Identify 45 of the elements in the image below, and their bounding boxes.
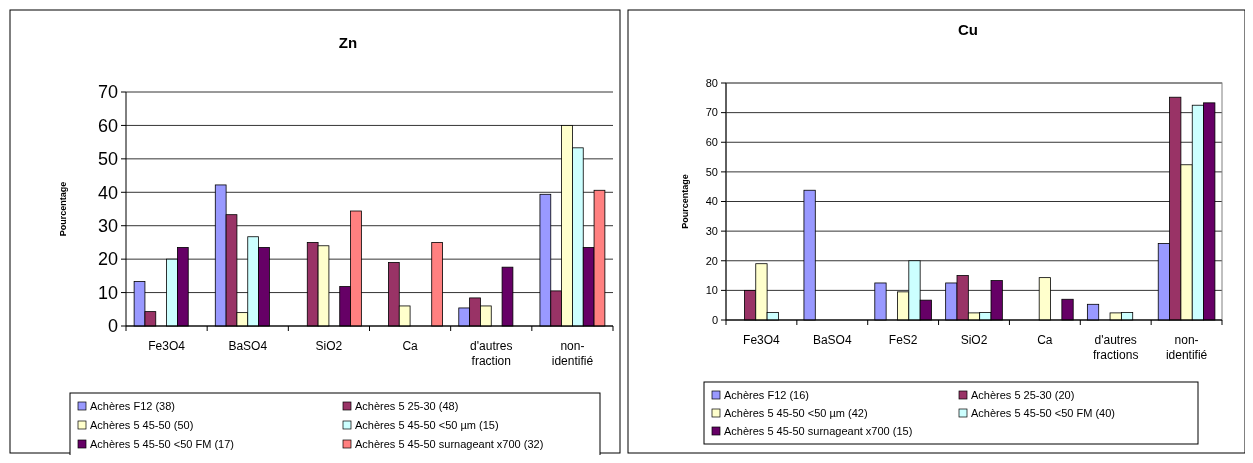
y-tick-label: 10 xyxy=(705,284,718,297)
x-tick-label: Ca xyxy=(402,339,419,353)
legend-label: Achères 5 45-50 <50 FM (17) xyxy=(90,437,234,450)
y-tick-label: 30 xyxy=(705,224,718,237)
y-tick-label: 60 xyxy=(705,136,718,149)
y-tick-label: 40 xyxy=(705,195,718,208)
y-tick-label: 0 xyxy=(711,313,718,326)
y-tick-label: 20 xyxy=(705,254,718,267)
x-tick-label: Ca xyxy=(1037,333,1053,347)
legend-label: Achères 5 45-50 <50 µm (15) xyxy=(355,418,499,431)
y-tick-label: 60 xyxy=(97,115,118,136)
legend-label: Achères 5 45-50 <50 FM (40) xyxy=(971,406,1115,419)
y-tick-label: 50 xyxy=(97,149,118,170)
y-tick-label: 50 xyxy=(705,165,718,178)
y-axis-title: Pourcentage xyxy=(58,181,68,237)
x-tick-label: non-identifié xyxy=(551,339,594,368)
x-tick-label: BaSO4 xyxy=(812,333,852,347)
y-tick-label: 20 xyxy=(97,249,118,270)
y-axis-title: Pourcentage xyxy=(680,174,690,229)
legend-label: Achères F12 (16) xyxy=(724,388,809,401)
x-tick-label: BaSO4 xyxy=(228,339,268,353)
x-tick-label: SiO2 xyxy=(960,333,988,347)
x-tick-label: d'autres fraction xyxy=(470,339,513,368)
chart-title: Zn xyxy=(338,34,358,51)
legend-label: Achères 5 45-50 surnageant x700 (32) xyxy=(355,437,544,450)
y-tick-label: 80 xyxy=(705,76,718,89)
x-tick-label: FeS2 xyxy=(888,333,918,347)
legend-label: Achères 5 45-50 surnageant x700 (15) xyxy=(724,424,913,437)
legend-label: Achères 5 45-50 <50 µm (42) xyxy=(724,406,868,419)
y-tick-label: 70 xyxy=(97,82,118,103)
y-tick-label: 0 xyxy=(107,316,118,337)
legend-label: Achères 5 25-30 (48) xyxy=(355,399,459,412)
x-tick-label: Fe3O4 xyxy=(148,339,186,353)
y-tick-label: 70 xyxy=(705,106,718,119)
legend-label: Achères 5 25-30 (20) xyxy=(971,388,1075,401)
legend-label: Achères 5 45-50 (50) xyxy=(90,418,194,431)
x-tick-label: Fe3O4 xyxy=(743,333,781,347)
y-tick-label: 30 xyxy=(97,216,118,237)
y-tick-label: 10 xyxy=(97,282,118,303)
legend-label: Achères F12 (38) xyxy=(90,399,175,412)
y-tick-label: 40 xyxy=(97,182,118,203)
x-tick-label: non-identifié xyxy=(1165,333,1208,362)
x-tick-label: d'autres fractions xyxy=(1093,333,1139,362)
x-tick-label: SiO2 xyxy=(315,339,343,353)
chart-title: Cu xyxy=(958,21,978,38)
